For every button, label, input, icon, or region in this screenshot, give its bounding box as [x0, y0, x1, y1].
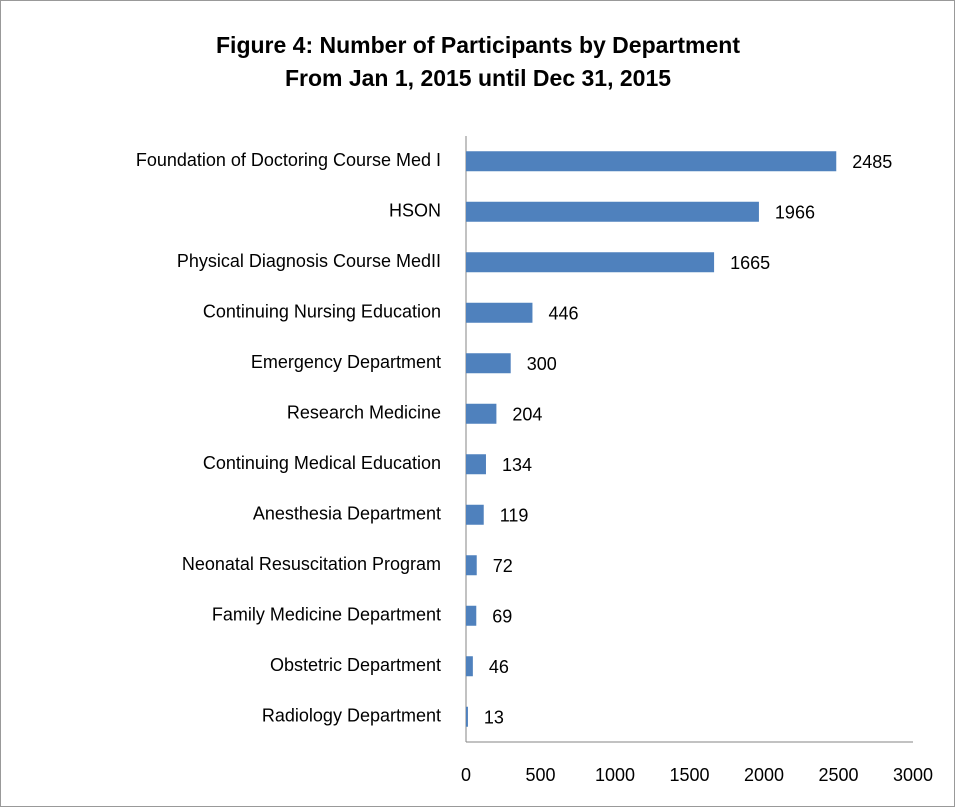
value-label: 1966 — [775, 203, 815, 223]
value-label: 300 — [527, 354, 557, 374]
y-tick-label: Continuing Medical Education — [203, 453, 441, 473]
value-label: 119 — [500, 506, 529, 526]
value-label: 13 — [484, 708, 504, 728]
y-tick-label: Emergency Department — [251, 352, 441, 372]
bar — [466, 403, 497, 424]
chart-title: Figure 4: Number of Participants by Depa… — [216, 32, 740, 58]
x-tick-label: 500 — [525, 765, 555, 785]
bar — [466, 555, 477, 576]
y-tick-label: Radiology Department — [262, 706, 441, 726]
y-tick-label: Neonatal Resuscitation Program — [182, 554, 441, 574]
bar — [466, 201, 759, 222]
y-tick-label: Foundation of Doctoring Course Med I — [136, 150, 441, 170]
y-tick-label: Family Medicine Department — [212, 605, 441, 625]
y-tick-label: Obstetric Department — [270, 655, 441, 675]
x-tick-label: 0 — [461, 765, 471, 785]
bar — [466, 302, 533, 323]
value-label: 134 — [502, 455, 532, 475]
value-label: 69 — [492, 607, 512, 627]
bar — [466, 252, 715, 273]
bar — [466, 706, 468, 727]
value-label: 2485 — [852, 152, 892, 172]
y-tick-label: Research Medicine — [287, 403, 441, 423]
y-tick-label: Continuing Nursing Education — [203, 302, 441, 322]
value-label: 46 — [489, 657, 509, 677]
bar — [466, 454, 486, 475]
chart-subtitle: From Jan 1, 2015 until Dec 31, 2015 — [285, 65, 671, 91]
bar — [466, 605, 477, 626]
bar — [466, 504, 484, 525]
y-tick-label: Physical Diagnosis Course MedII — [177, 251, 441, 271]
bar — [466, 353, 511, 374]
bar — [466, 656, 473, 677]
value-label: 72 — [493, 556, 513, 576]
x-tick-label: 2000 — [744, 765, 784, 785]
y-tick-label: HSON — [389, 201, 441, 221]
y-tick-label: Anesthesia Department — [253, 504, 441, 524]
x-tick-label: 1000 — [595, 765, 635, 785]
bar — [466, 151, 837, 172]
value-label: 446 — [548, 304, 578, 324]
x-tick-label: 1500 — [669, 765, 709, 785]
x-tick-label: 3000 — [893, 765, 933, 785]
value-label: 1665 — [730, 253, 770, 273]
x-tick-label: 2500 — [818, 765, 858, 785]
value-label: 204 — [512, 405, 542, 425]
